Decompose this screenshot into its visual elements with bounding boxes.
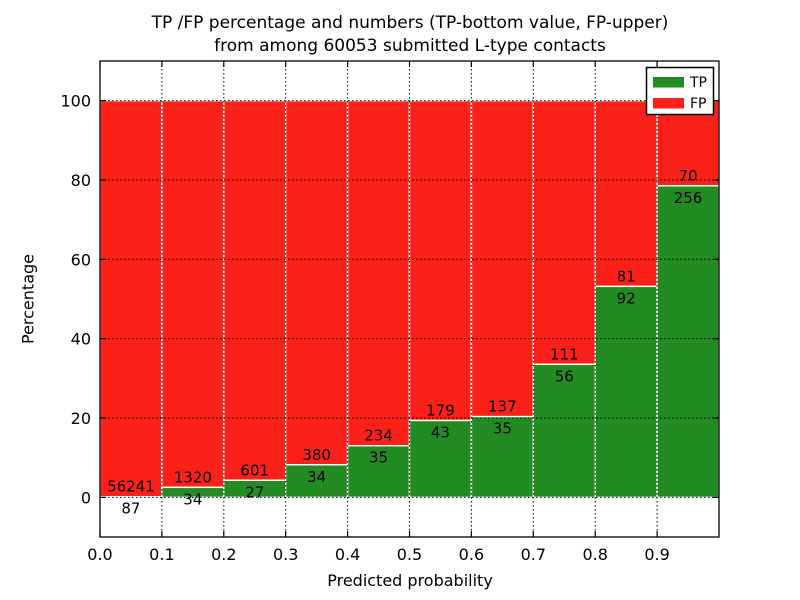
legend: TP FP <box>645 66 715 116</box>
x-tick-label: 0.0 <box>87 545 112 564</box>
tp-count-label: 87 <box>121 500 140 518</box>
chart-title-line1: TP /FP percentage and numbers (TP-bottom… <box>151 13 669 33</box>
fp-count-label: 56241 <box>107 478 155 496</box>
fp-count-label: 234 <box>364 427 393 445</box>
x-tick-label: 0.8 <box>582 545 607 564</box>
y-tick-label: 80 <box>71 171 91 190</box>
tp-count-label: 256 <box>674 189 703 207</box>
legend-swatch-tp <box>653 77 684 88</box>
y-tick-label: 20 <box>71 409 91 428</box>
bar-fp-segment <box>161 99 225 489</box>
tp-count-label: 56 <box>555 367 574 385</box>
tp-count-label: 92 <box>617 289 636 307</box>
bar-tp-segment <box>594 285 658 499</box>
legend-swatch-fp <box>653 98 684 109</box>
tp-count-label: 43 <box>431 423 450 441</box>
legend-label-fp: FP <box>690 96 707 112</box>
fp-count-label: 137 <box>488 398 517 416</box>
chart-title-line2: from among 60053 submitted L-type contac… <box>214 36 606 56</box>
x-tick-label: 0.9 <box>644 545 669 564</box>
x-tick-label: 0.5 <box>397 545 422 564</box>
tp-count-label: 35 <box>369 449 388 467</box>
bar-tp-segment <box>656 185 720 499</box>
bar-fp-segment <box>285 99 349 466</box>
x-tick-label: 0.6 <box>459 545 484 564</box>
bar-fp-segment <box>99 99 163 498</box>
tp-count-label: 34 <box>183 490 202 508</box>
y-tick-label: 60 <box>71 250 91 269</box>
tp-count-label: 34 <box>307 468 326 486</box>
bar-fp-segment <box>594 99 658 288</box>
plot-border <box>99 60 720 538</box>
fp-count-label: 380 <box>302 446 331 464</box>
bar-fp-segment <box>470 99 534 418</box>
bar-fp-segment <box>408 99 473 422</box>
x-axis-label: Predicted probability <box>327 571 493 590</box>
tp-count-label: 27 <box>245 483 264 501</box>
bar-fp-segment <box>532 99 596 366</box>
fp-count-label: 601 <box>240 461 269 479</box>
legend-label-tp: TP <box>689 75 707 91</box>
x-tick-label: 0.3 <box>273 545 298 564</box>
y-tick-label: 40 <box>71 330 91 349</box>
bar-fp-segment <box>223 99 287 481</box>
fp-count-label: 70 <box>679 167 698 185</box>
fp-count-label: 111 <box>550 345 579 363</box>
tp-count-label: 35 <box>493 420 512 438</box>
x-tick-label: 0.1 <box>149 545 174 564</box>
x-tick-label: 0.4 <box>335 545 360 564</box>
y-tick-label: 0 <box>81 488 91 507</box>
chart-title: TP /FP percentage and numbers (TP-bottom… <box>100 12 720 58</box>
bar-tp-segment <box>470 415 534 499</box>
y-tick-label: 100 <box>60 92 91 111</box>
fp-count-label: 81 <box>617 267 636 285</box>
x-tick-label: 0.7 <box>521 545 546 564</box>
bar-fp-segment <box>346 99 411 447</box>
x-tick-label: 0.2 <box>211 545 236 564</box>
fp-count-label: 1320 <box>174 468 212 486</box>
fp-count-label: 179 <box>426 401 455 419</box>
